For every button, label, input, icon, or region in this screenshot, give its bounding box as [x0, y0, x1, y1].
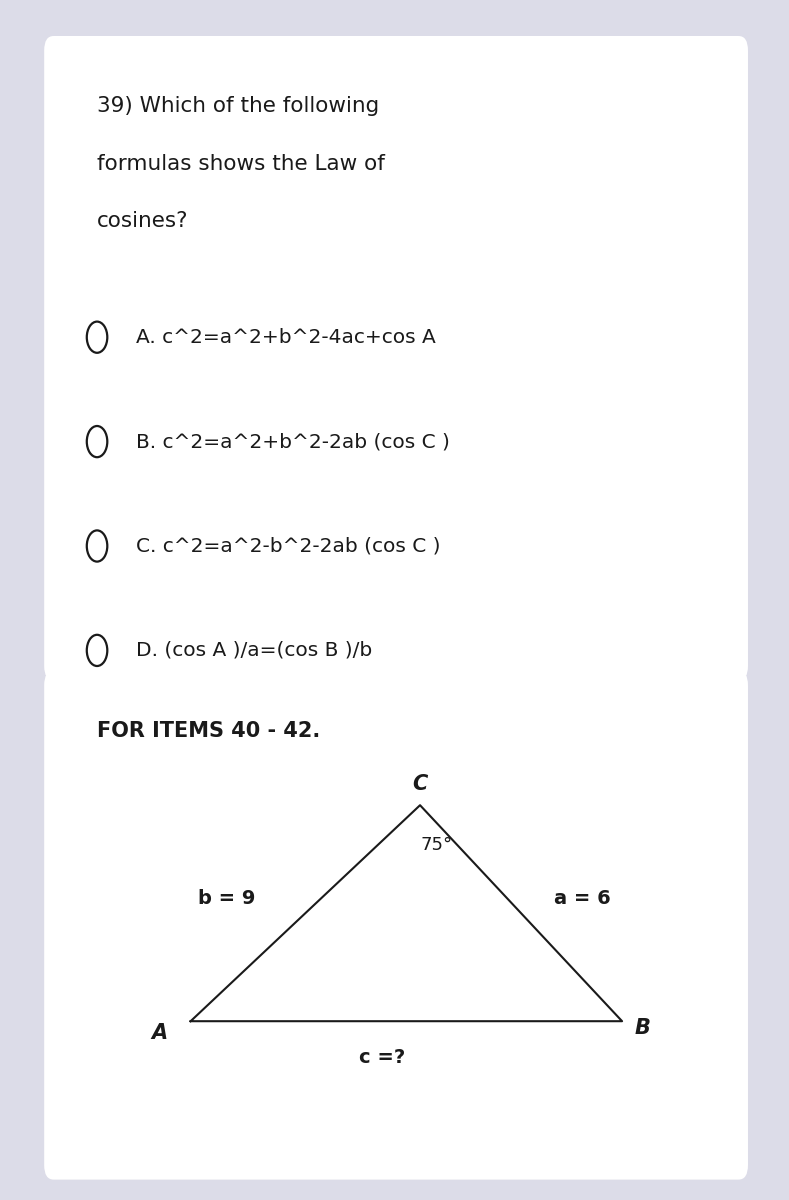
Text: A. c^2=a^2+b^2-4ac+cos A: A. c^2=a^2+b^2-4ac+cos A	[136, 328, 436, 347]
Text: b = 9: b = 9	[198, 889, 256, 908]
Text: B. c^2=a^2+b^2-2ab (cos C ): B. c^2=a^2+b^2-2ab (cos C )	[136, 432, 451, 451]
Text: A: A	[151, 1024, 168, 1043]
Text: FOR ITEMS 40 - 42.: FOR ITEMS 40 - 42.	[97, 721, 320, 742]
Text: B: B	[634, 1019, 651, 1038]
Text: C: C	[413, 774, 428, 793]
Text: formulas shows the Law of: formulas shows the Law of	[97, 154, 385, 174]
FancyBboxPatch shape	[44, 36, 748, 680]
Text: a = 6: a = 6	[554, 889, 611, 908]
Text: 39) Which of the following: 39) Which of the following	[97, 96, 380, 116]
FancyBboxPatch shape	[44, 671, 748, 1180]
Text: C. c^2=a^2-b^2-2ab (cos C ): C. c^2=a^2-b^2-2ab (cos C )	[136, 536, 441, 556]
Text: D. (cos A )/a=(cos B )/b: D. (cos A )/a=(cos B )/b	[136, 641, 372, 660]
Text: c =?: c =?	[359, 1048, 406, 1067]
Text: 75°: 75°	[420, 836, 452, 854]
Text: cosines?: cosines?	[97, 211, 189, 232]
